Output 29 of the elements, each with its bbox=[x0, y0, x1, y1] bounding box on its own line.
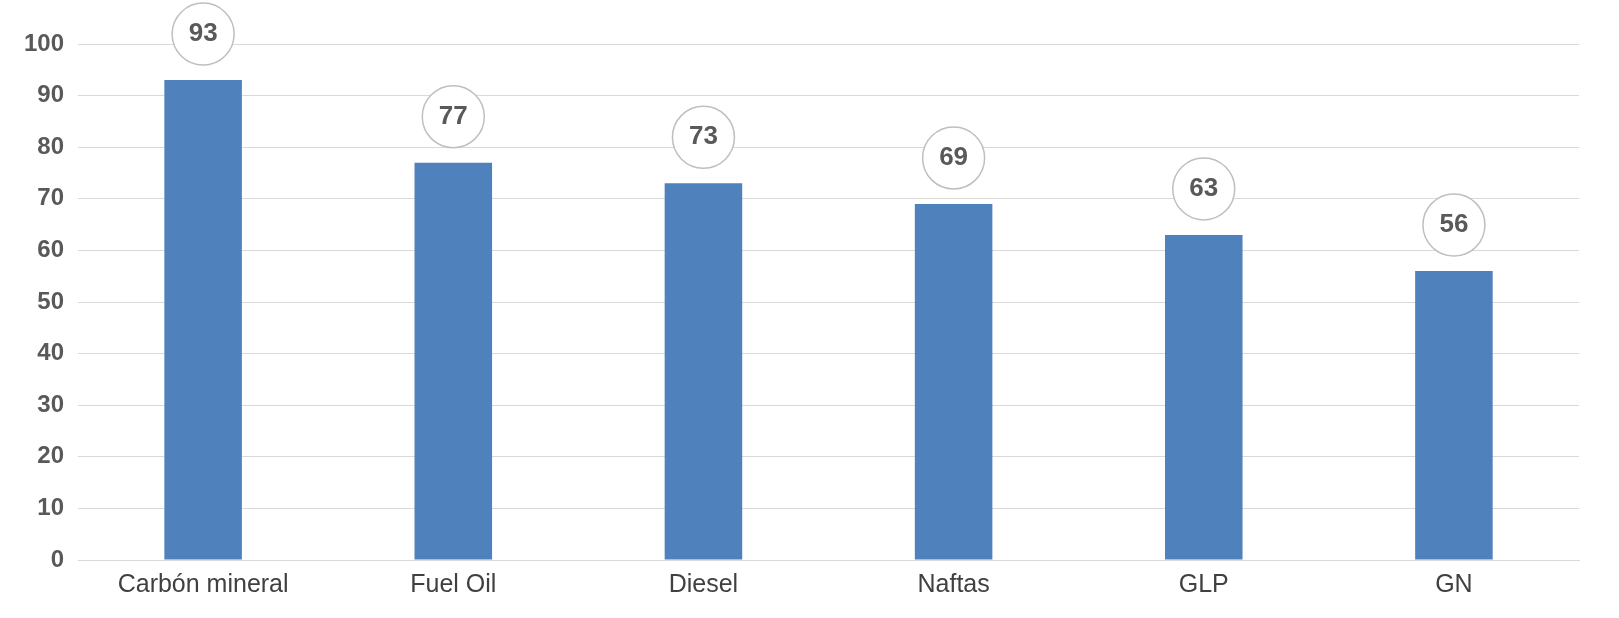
bar bbox=[914, 203, 993, 560]
x-tick-label: Carbón mineral bbox=[117, 568, 289, 597]
y-tick-label: 20 bbox=[37, 441, 65, 469]
y-tick-label: 0 bbox=[50, 544, 65, 572]
data-label: 73 bbox=[688, 120, 718, 151]
y-tick-label: 40 bbox=[37, 338, 65, 366]
data-label: 77 bbox=[438, 99, 468, 130]
bar bbox=[1415, 271, 1493, 560]
data-label: 56 bbox=[1439, 208, 1469, 239]
y-tick-label: 10 bbox=[37, 493, 65, 521]
y-tick-label: 30 bbox=[37, 389, 65, 417]
bar bbox=[664, 183, 743, 560]
data-label: 93 bbox=[188, 17, 218, 48]
data-label: 63 bbox=[1189, 172, 1219, 203]
y-tick-label: 90 bbox=[37, 80, 65, 108]
x-tick-label: Diesel bbox=[668, 568, 739, 597]
x-tick-label: Naftas bbox=[917, 568, 990, 597]
y-tick-label: 100 bbox=[24, 28, 65, 56]
bar bbox=[414, 162, 493, 560]
bar bbox=[1164, 234, 1243, 560]
x-tick-label: GN bbox=[1435, 568, 1473, 597]
y-tick-label: 50 bbox=[37, 286, 65, 314]
bar bbox=[164, 80, 242, 560]
y-tick-label: 70 bbox=[37, 183, 65, 211]
data-label: 69 bbox=[939, 141, 969, 172]
x-tick-label: Fuel Oil bbox=[410, 568, 497, 597]
y-tick-label: 80 bbox=[37, 131, 65, 159]
y-tick-label: 60 bbox=[37, 235, 65, 263]
x-tick-label: GLP bbox=[1178, 568, 1229, 597]
